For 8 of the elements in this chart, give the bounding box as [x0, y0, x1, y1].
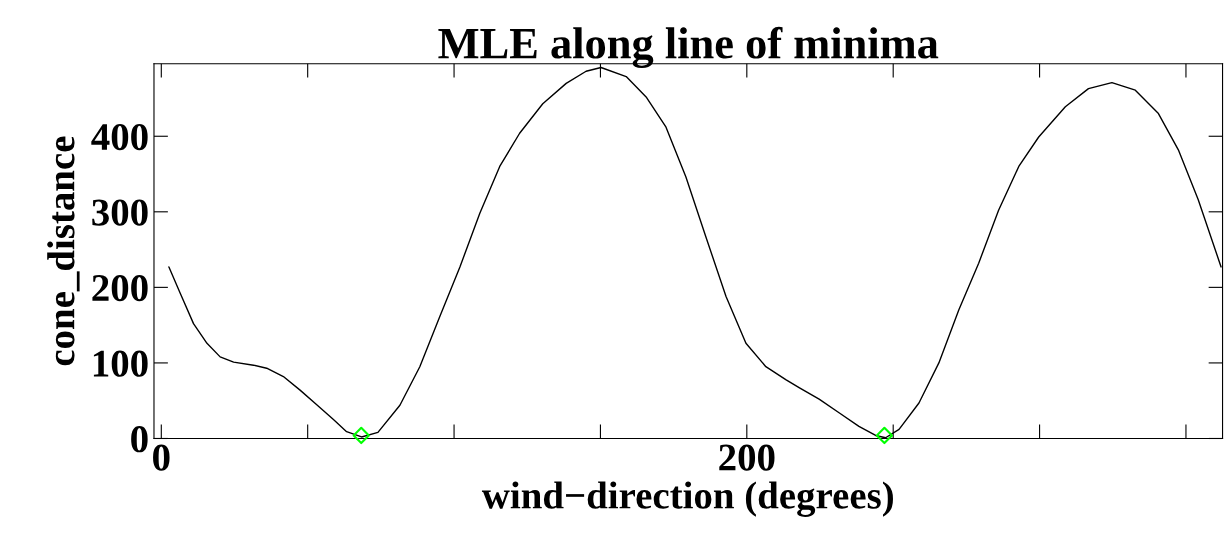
y-tick-label: 200 — [92, 275, 148, 302]
x-axis-title: wind−direction (degrees) — [481, 481, 893, 517]
y-axis-title: cone_distance — [47, 136, 80, 366]
y-tick-label: 300 — [92, 199, 148, 226]
y-tick-label: 0 — [131, 426, 148, 453]
chart-title: MLE along line of minima — [438, 26, 939, 68]
y-tick-label: 100 — [93, 350, 148, 377]
y-tick-label: 400 — [91, 123, 148, 151]
